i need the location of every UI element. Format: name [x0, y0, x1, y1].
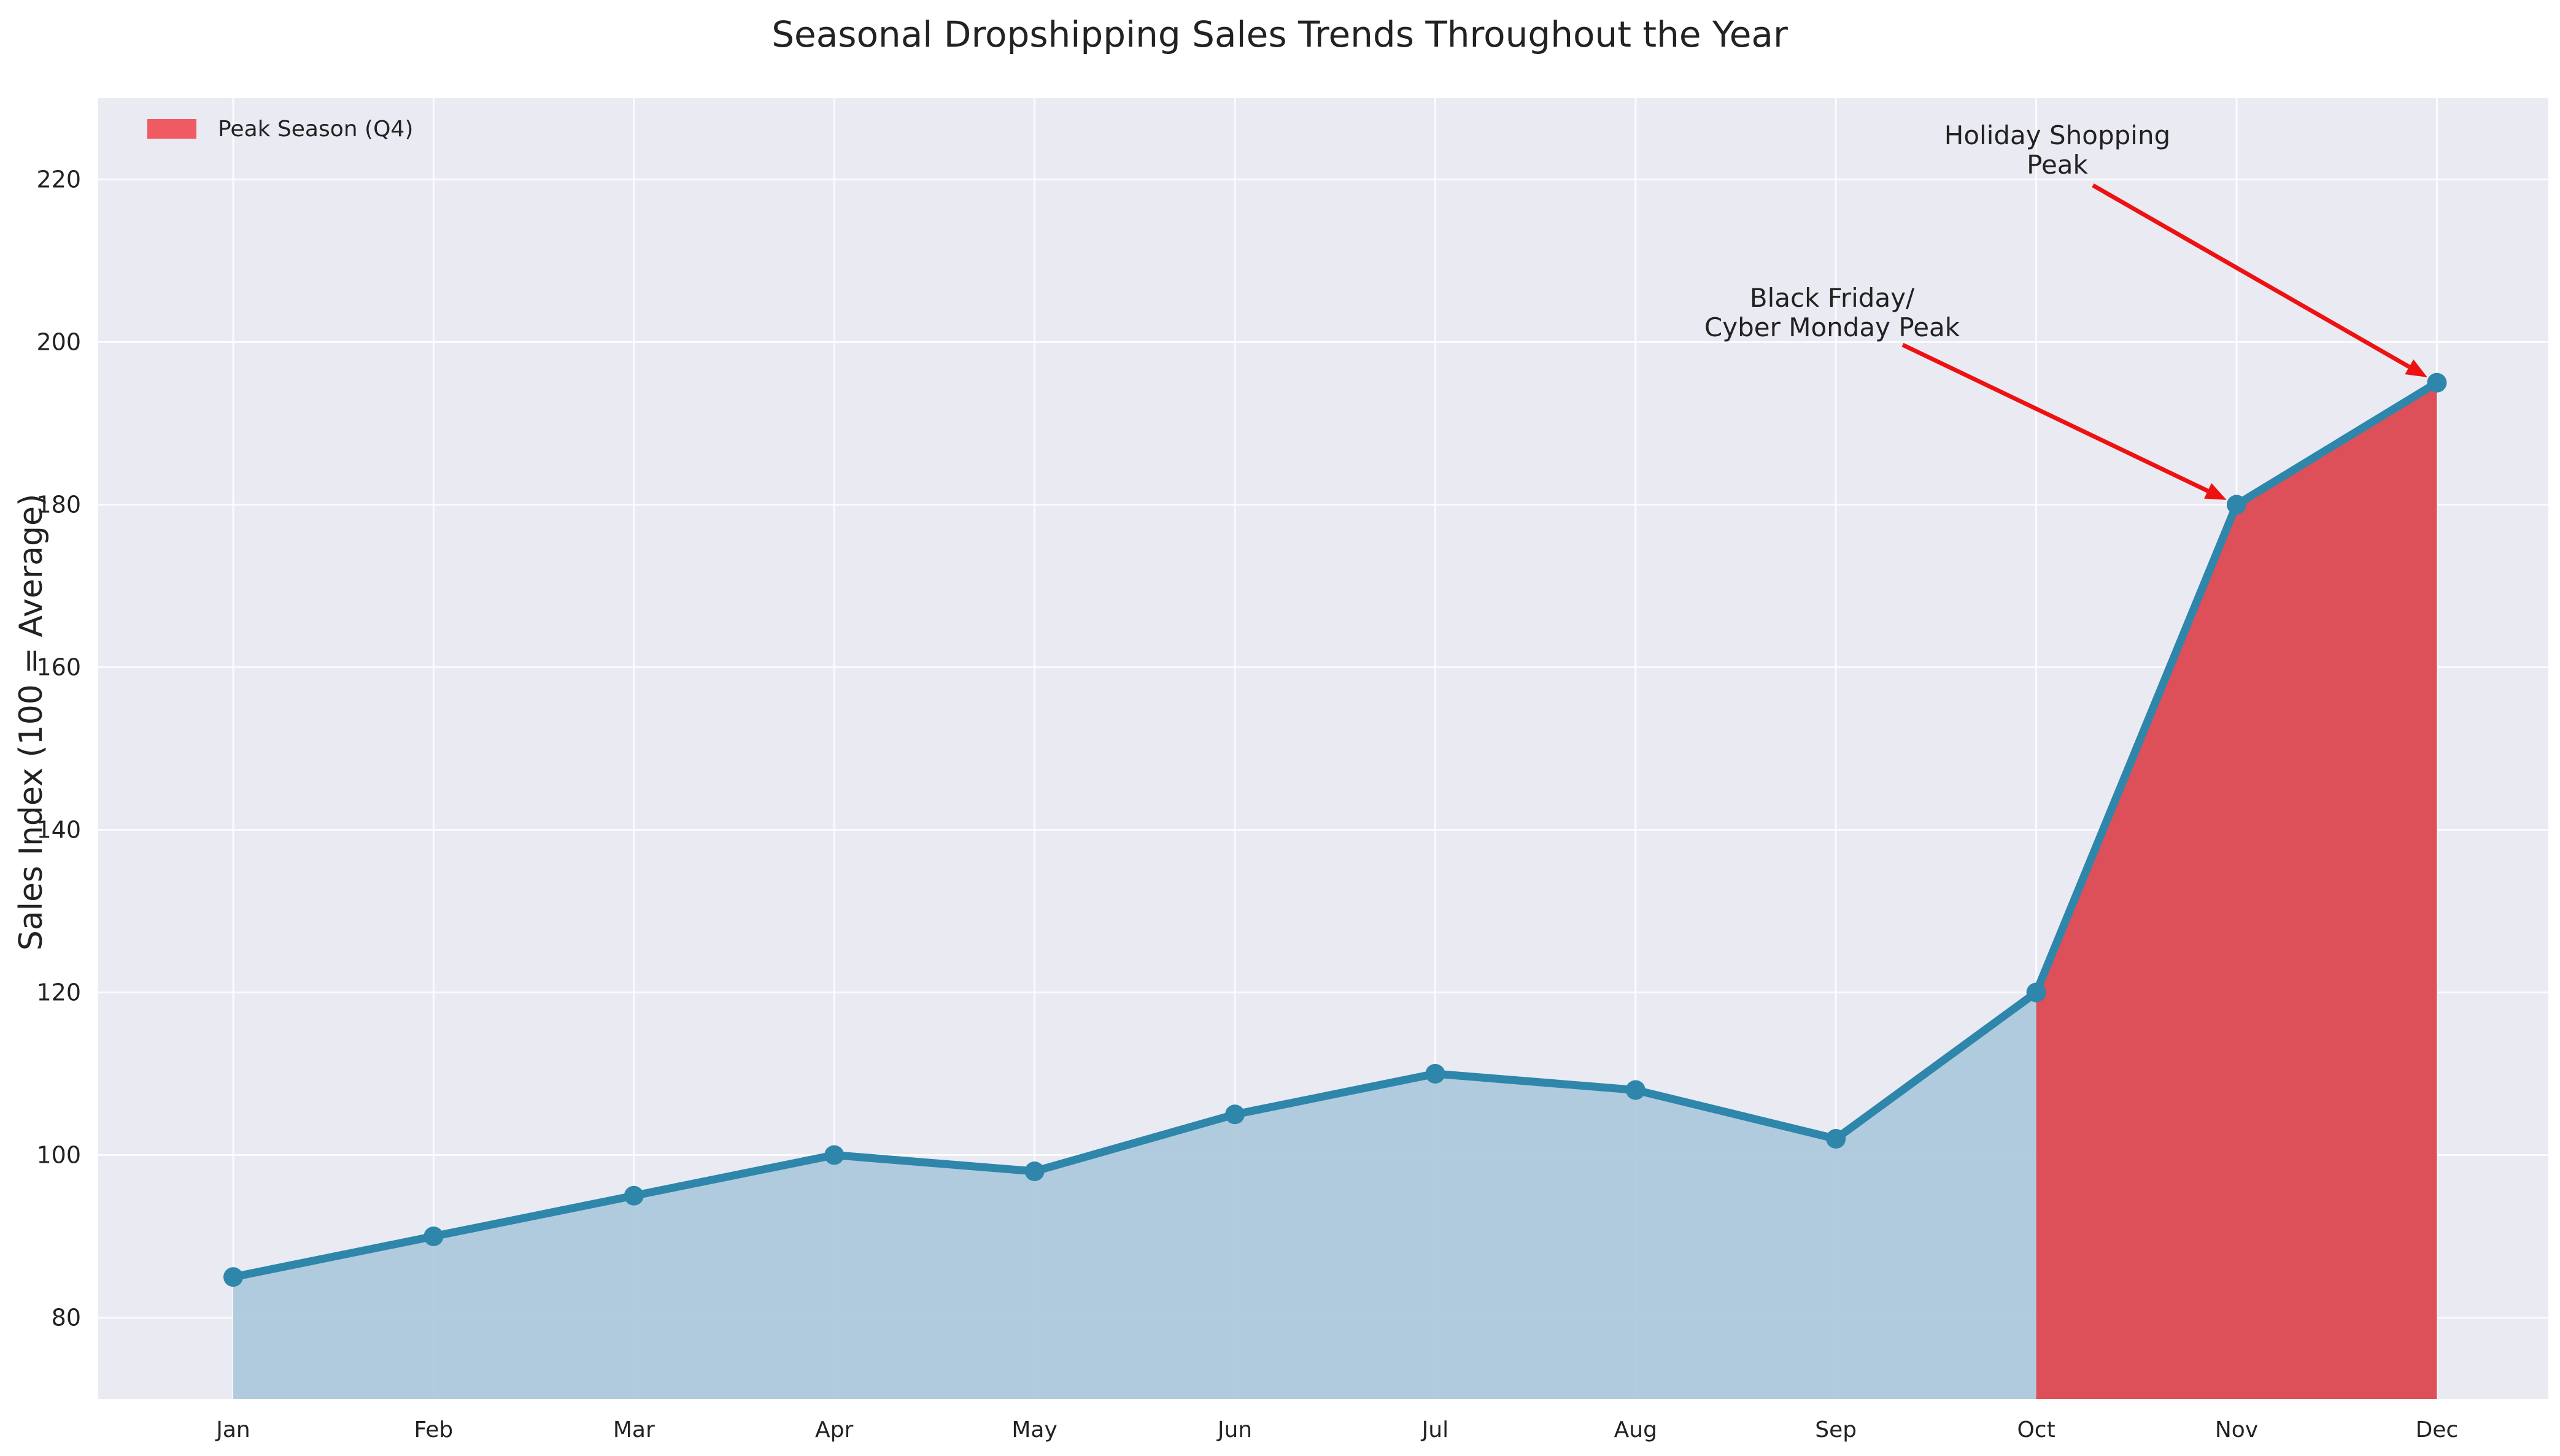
y-tick-label: 160 — [36, 654, 81, 681]
legend-swatch-peak — [147, 119, 196, 139]
data-point — [1625, 1080, 1645, 1100]
annotation-line: Black Friday/ — [1750, 283, 1915, 313]
annotation-line: Peak — [2027, 150, 2088, 180]
annotation-line: Holiday Shopping — [1944, 120, 2170, 150]
x-tick-label: Jul — [1421, 1417, 1448, 1443]
x-tick-label: May — [1011, 1417, 1057, 1443]
y-tick-label: 100 — [36, 1142, 81, 1169]
y-tick-label: 200 — [36, 329, 81, 356]
data-point — [2427, 372, 2447, 393]
annotation-arrow-line — [1901, 342, 2209, 493]
area-peak-season — [2036, 382, 2437, 1399]
y-axis-ticks: 80 100 120 140 160 180 200 220 — [36, 166, 81, 1331]
x-tick-label: Feb — [414, 1417, 454, 1443]
data-point — [223, 1267, 243, 1287]
x-tick-label: Nov — [2215, 1417, 2258, 1443]
x-tick-label: Aug — [1614, 1417, 1657, 1443]
data-point — [2026, 982, 2046, 1003]
y-tick-label: 180 — [36, 491, 81, 518]
data-point — [824, 1145, 845, 1165]
data-point — [1225, 1104, 1245, 1125]
annotation-arrow-line — [2092, 183, 2411, 369]
annotations: Black Friday/Cyber Monday Peak Holiday Sh… — [1704, 120, 2427, 500]
series-line — [229, 379, 2441, 1281]
annotation-line: Cyber Monday Peak — [1704, 312, 1960, 342]
annotation-arrow-head — [2405, 359, 2427, 377]
x-tick-label: Dec — [2416, 1417, 2459, 1443]
area-base — [233, 992, 2036, 1399]
legend: Peak Season (Q4) — [147, 117, 413, 142]
x-tick-label: Mar — [613, 1417, 655, 1443]
data-point — [1024, 1161, 1045, 1181]
series-line-path — [229, 379, 2441, 1281]
data-point — [423, 1227, 444, 1246]
y-tick-label: 220 — [36, 166, 81, 193]
x-tick-label: Apr — [815, 1417, 853, 1443]
y-axis-label: Sales Index (100 = Average) — [13, 494, 50, 951]
data-point — [1425, 1064, 1445, 1084]
data-point — [624, 1185, 644, 1206]
x-tick-label: Jan — [215, 1417, 250, 1443]
annotation-text: Black Friday/Cyber Monday Peak — [1704, 283, 1960, 342]
annotation-text: Holiday Shopping Peak — [1944, 120, 2170, 180]
data-point — [1826, 1129, 1846, 1149]
data-point — [2227, 495, 2246, 515]
x-tick-label: Jun — [1216, 1417, 1252, 1443]
x-tick-label: Sep — [1815, 1417, 1857, 1443]
annotation-arrow-head — [2204, 483, 2227, 500]
legend-label-peak: Peak Season (Q4) — [218, 117, 413, 142]
y-tick-label: 80 — [52, 1304, 81, 1331]
data-points — [223, 372, 2447, 1287]
chart-title: Seasonal Dropshipping Sales Trends Throu… — [771, 13, 1788, 55]
y-tick-label: 120 — [36, 979, 81, 1006]
area-fills — [233, 382, 2437, 1399]
y-tick-label: 140 — [36, 817, 81, 844]
x-tick-label: Oct — [2017, 1417, 2055, 1443]
x-axis-ticks: Jan Feb Mar Apr May Jun Jul Aug Sep Oct Nov Dec — [215, 1417, 2458, 1443]
